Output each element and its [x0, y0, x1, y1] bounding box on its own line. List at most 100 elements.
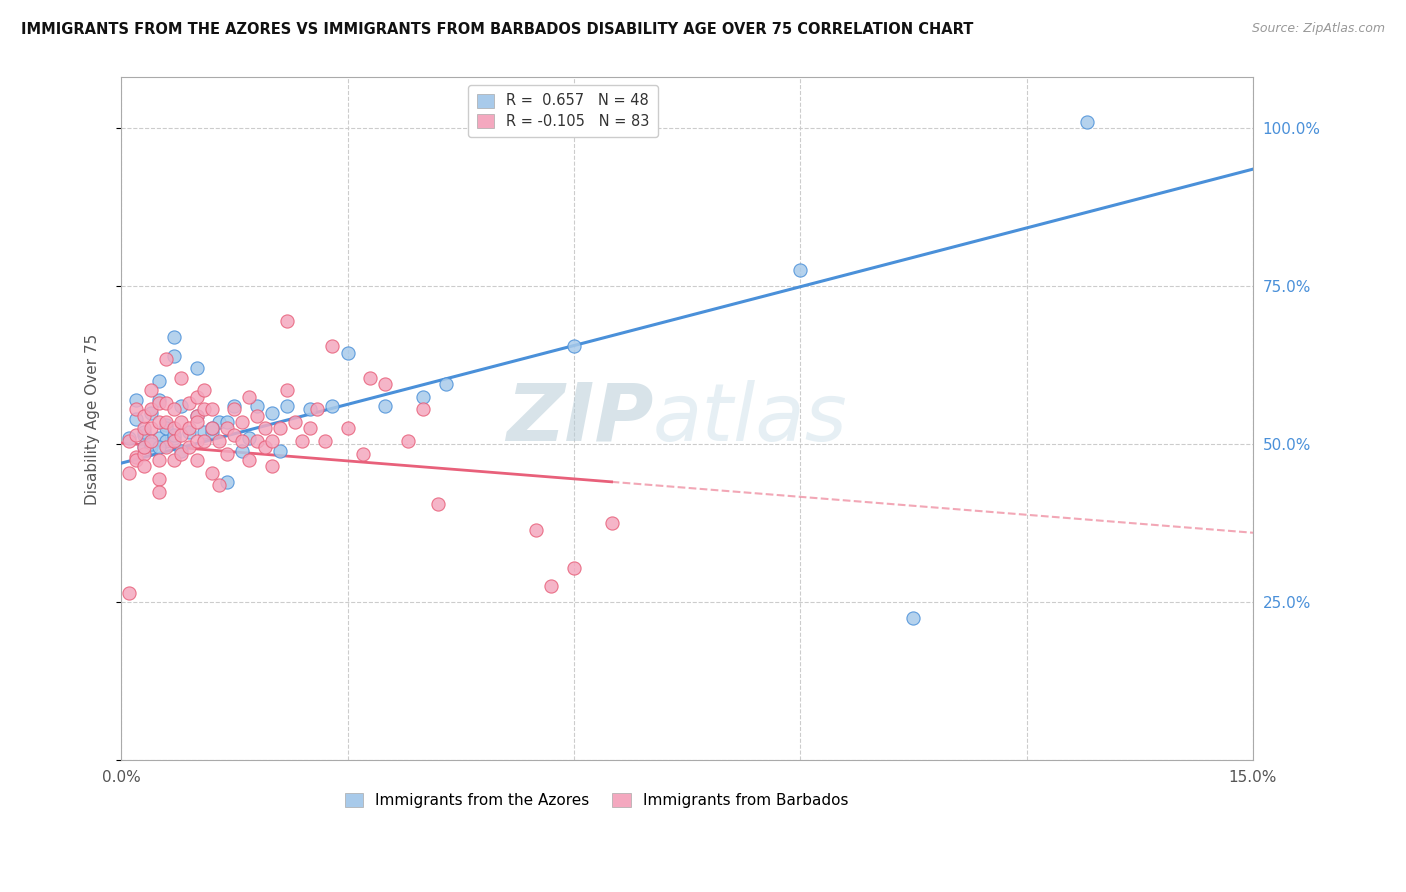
Point: [276, 314, 298, 328]
Point: [231, 443, 253, 458]
Point: [155, 351, 177, 366]
Point: [186, 390, 208, 404]
Point: [562, 339, 585, 353]
Point: [148, 392, 170, 407]
Point: [336, 345, 359, 359]
Point: [148, 484, 170, 499]
Point: [132, 441, 155, 455]
Point: [540, 579, 562, 593]
Point: [155, 415, 177, 429]
Point: [163, 421, 186, 435]
Point: [427, 497, 450, 511]
Point: [224, 402, 246, 417]
Point: [170, 443, 193, 458]
Point: [903, 611, 925, 625]
Point: [132, 409, 155, 423]
Point: [524, 523, 547, 537]
Point: [562, 560, 585, 574]
Point: [163, 434, 186, 448]
Point: [1076, 114, 1098, 128]
Point: [208, 478, 231, 492]
Point: [170, 399, 193, 413]
Point: [208, 434, 231, 448]
Point: [253, 441, 276, 455]
Point: [118, 586, 141, 600]
Point: [246, 409, 269, 423]
Point: [125, 402, 148, 417]
Point: [224, 399, 246, 413]
Point: [141, 384, 163, 398]
Point: [193, 384, 215, 398]
Point: [201, 466, 224, 480]
Point: [132, 425, 155, 439]
Point: [186, 415, 208, 429]
Point: [141, 402, 163, 417]
Point: [412, 402, 434, 417]
Point: [177, 441, 200, 455]
Point: [155, 421, 177, 435]
Point: [148, 415, 170, 429]
Point: [163, 431, 186, 445]
Point: [201, 421, 224, 435]
Point: [163, 427, 186, 442]
Point: [163, 329, 186, 343]
Point: [186, 453, 208, 467]
Text: Source: ZipAtlas.com: Source: ZipAtlas.com: [1251, 22, 1385, 36]
Point: [155, 418, 177, 433]
Point: [284, 415, 307, 429]
Point: [177, 396, 200, 410]
Point: [148, 396, 170, 410]
Point: [238, 453, 260, 467]
Point: [125, 392, 148, 407]
Point: [246, 399, 269, 413]
Point: [201, 425, 224, 439]
Point: [155, 434, 177, 448]
Point: [276, 399, 298, 413]
Text: atlas: atlas: [654, 380, 848, 458]
Point: [163, 402, 186, 417]
Point: [186, 409, 208, 423]
Point: [163, 349, 186, 363]
Point: [132, 441, 155, 455]
Point: [148, 472, 170, 486]
Point: [177, 421, 200, 435]
Point: [170, 447, 193, 461]
Point: [193, 402, 215, 417]
Point: [215, 415, 238, 429]
Point: [118, 431, 141, 445]
Point: [170, 415, 193, 429]
Point: [321, 339, 343, 353]
Point: [600, 516, 623, 531]
Point: [118, 466, 141, 480]
Point: [155, 441, 177, 455]
Point: [238, 431, 260, 445]
Point: [132, 421, 155, 435]
Point: [269, 443, 291, 458]
Point: [141, 406, 163, 420]
Point: [215, 421, 238, 435]
Point: [298, 421, 321, 435]
Point: [352, 447, 374, 461]
Point: [215, 447, 238, 461]
Point: [434, 377, 457, 392]
Point: [186, 361, 208, 376]
Point: [314, 434, 336, 448]
Point: [238, 390, 260, 404]
Point: [260, 434, 283, 448]
Point: [141, 437, 163, 451]
Point: [132, 459, 155, 474]
Point: [193, 425, 215, 439]
Point: [396, 434, 419, 448]
Point: [186, 434, 208, 448]
Point: [141, 421, 163, 435]
Point: [125, 427, 148, 442]
Point: [170, 427, 193, 442]
Y-axis label: Disability Age Over 75: Disability Age Over 75: [86, 334, 100, 505]
Point: [148, 441, 170, 455]
Point: [215, 475, 238, 490]
Point: [374, 377, 396, 392]
Point: [253, 421, 276, 435]
Point: [231, 415, 253, 429]
Point: [148, 374, 170, 388]
Point: [201, 402, 224, 417]
